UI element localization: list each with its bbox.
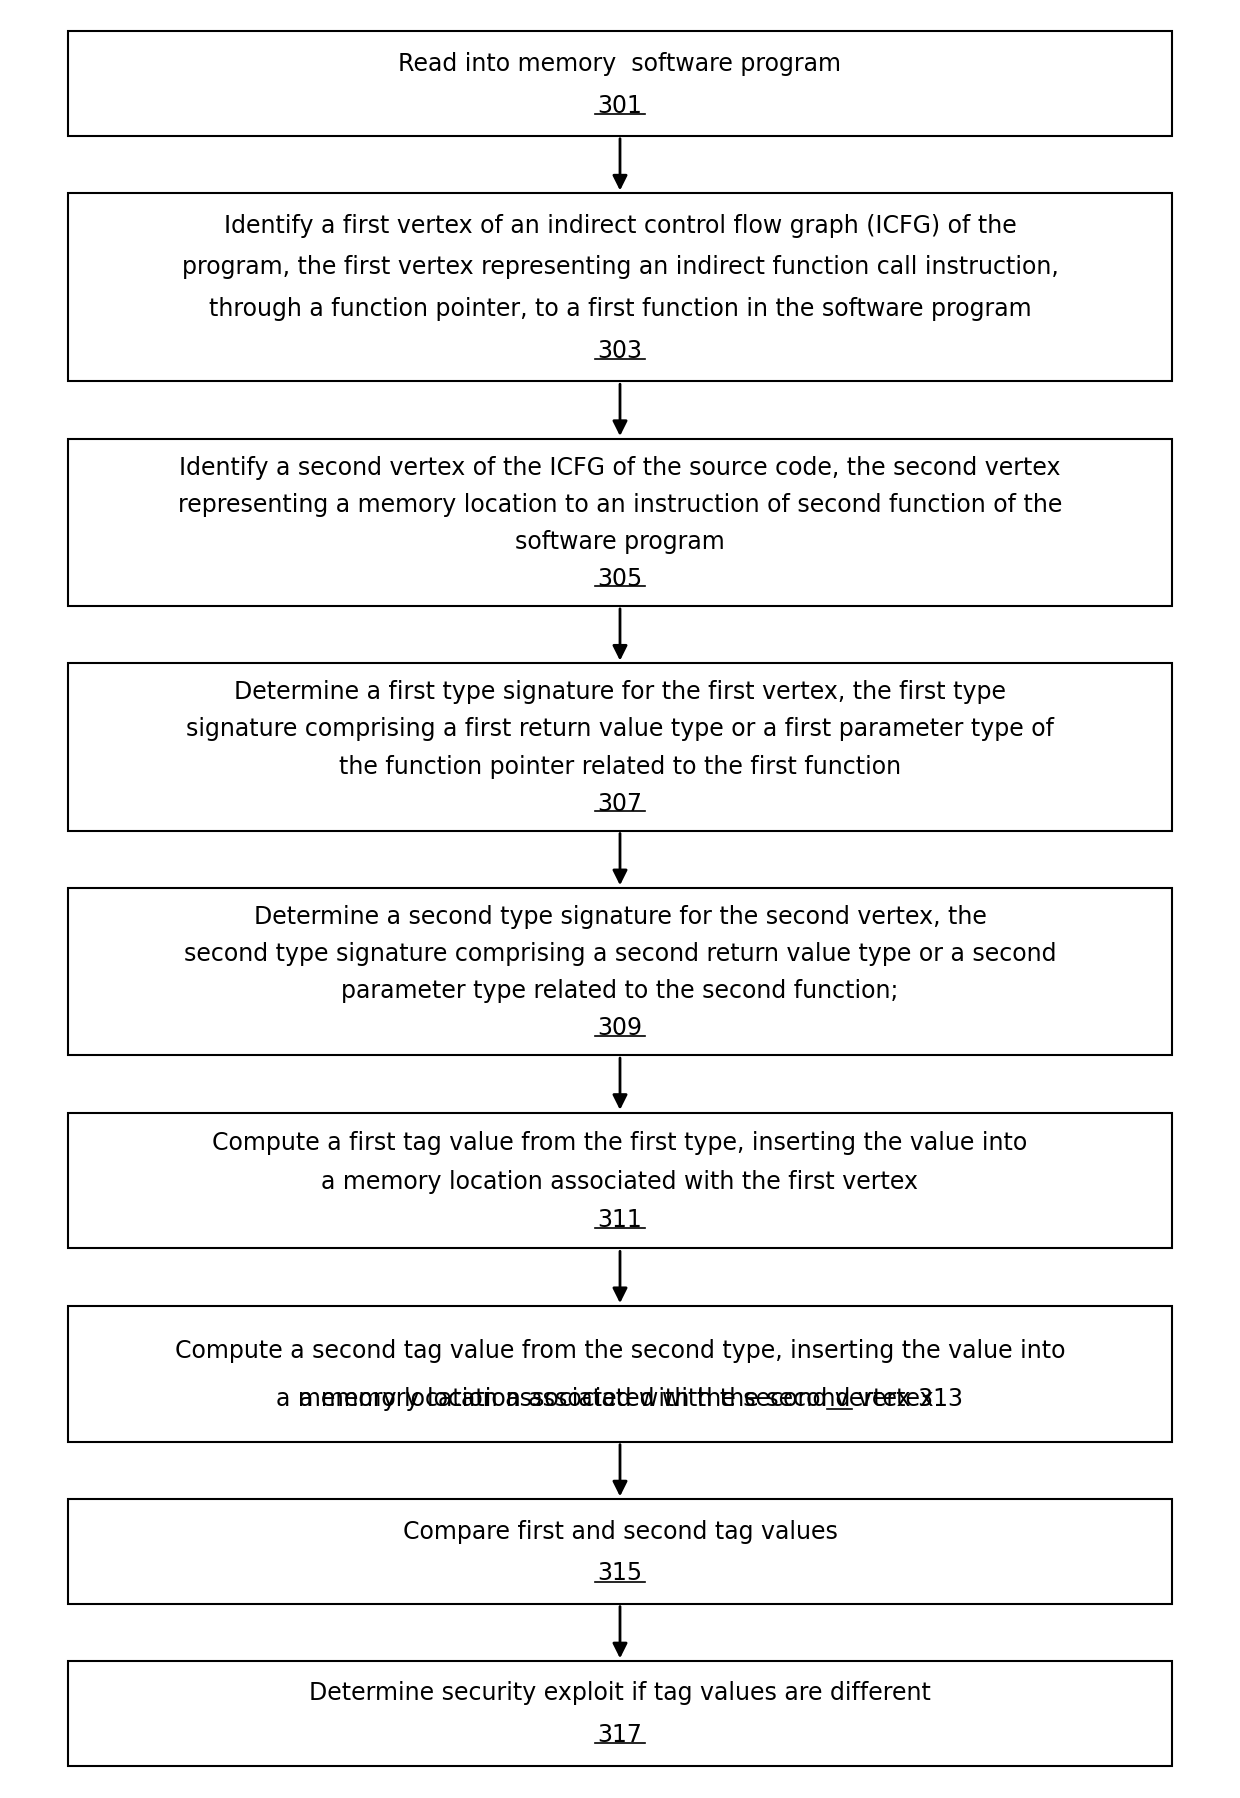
Text: software program: software program — [515, 530, 725, 554]
Text: program, the first vertex representing an indirect function call instruction,: program, the first vertex representing a… — [181, 255, 1059, 279]
Text: the function pointer related to the first function: the function pointer related to the firs… — [339, 753, 901, 779]
Bar — [68, 1661, 1172, 1766]
Text: Identify a first vertex of an indirect control flow graph (ICFG) of the: Identify a first vertex of an indirect c… — [223, 214, 1017, 237]
Text: a memory location associated with the first vertex: a memory location associated with the fi… — [321, 1169, 919, 1192]
Text: Determine a second type signature for the second vertex, the: Determine a second type signature for th… — [253, 904, 987, 928]
Text: Compute a first tag value from the first type, inserting the value into: Compute a first tag value from the first… — [212, 1131, 1028, 1154]
Text: 317: 317 — [598, 1722, 642, 1746]
Text: Compare first and second tag values: Compare first and second tag values — [403, 1519, 837, 1543]
Bar — [68, 663, 1172, 831]
Text: Determine security exploit if tag values are different: Determine security exploit if tag values… — [309, 1681, 931, 1705]
Text: 303: 303 — [598, 338, 642, 363]
Text: Identify a second vertex of the ICFG of the source code, the second vertex: Identify a second vertex of the ICFG of … — [180, 455, 1060, 480]
Text: Read into memory  software program: Read into memory software program — [398, 52, 842, 76]
Bar — [68, 1305, 1172, 1442]
Text: 307: 307 — [598, 791, 642, 814]
Text: 311: 311 — [598, 1208, 642, 1232]
Text: Determine a first type signature for the first vertex, the first type: Determine a first type signature for the… — [234, 680, 1006, 703]
Bar — [68, 1113, 1172, 1250]
Text: Compute a second tag value from the second type, inserting the value into: Compute a second tag value from the seco… — [175, 1338, 1065, 1361]
Text: signature comprising a first return value type or a first parameter type of: signature comprising a first return valu… — [186, 717, 1054, 741]
Bar — [68, 888, 1172, 1055]
Text: through a function pointer, to a first function in the software program: through a function pointer, to a first f… — [208, 297, 1032, 322]
Bar — [68, 439, 1172, 606]
Text: 305: 305 — [598, 566, 642, 592]
Text: representing a memory location to an instruction of second function of the: representing a memory location to an ins… — [177, 493, 1063, 516]
Text: a memory location associated with the second vertex: a memory location associated with the se… — [299, 1386, 941, 1410]
Text: a memory location associated with the second vertex 313: a memory location associated with the se… — [277, 1386, 963, 1410]
Bar — [68, 1500, 1172, 1604]
Bar — [68, 32, 1172, 137]
Bar — [68, 194, 1172, 383]
Text: 315: 315 — [598, 1561, 642, 1584]
Text: parameter type related to the second function;: parameter type related to the second fun… — [341, 978, 899, 1003]
Text: 309: 309 — [598, 1016, 642, 1039]
Text: 301: 301 — [598, 93, 642, 117]
Text: second type signature comprising a second return value type or a second: second type signature comprising a secon… — [184, 942, 1056, 966]
